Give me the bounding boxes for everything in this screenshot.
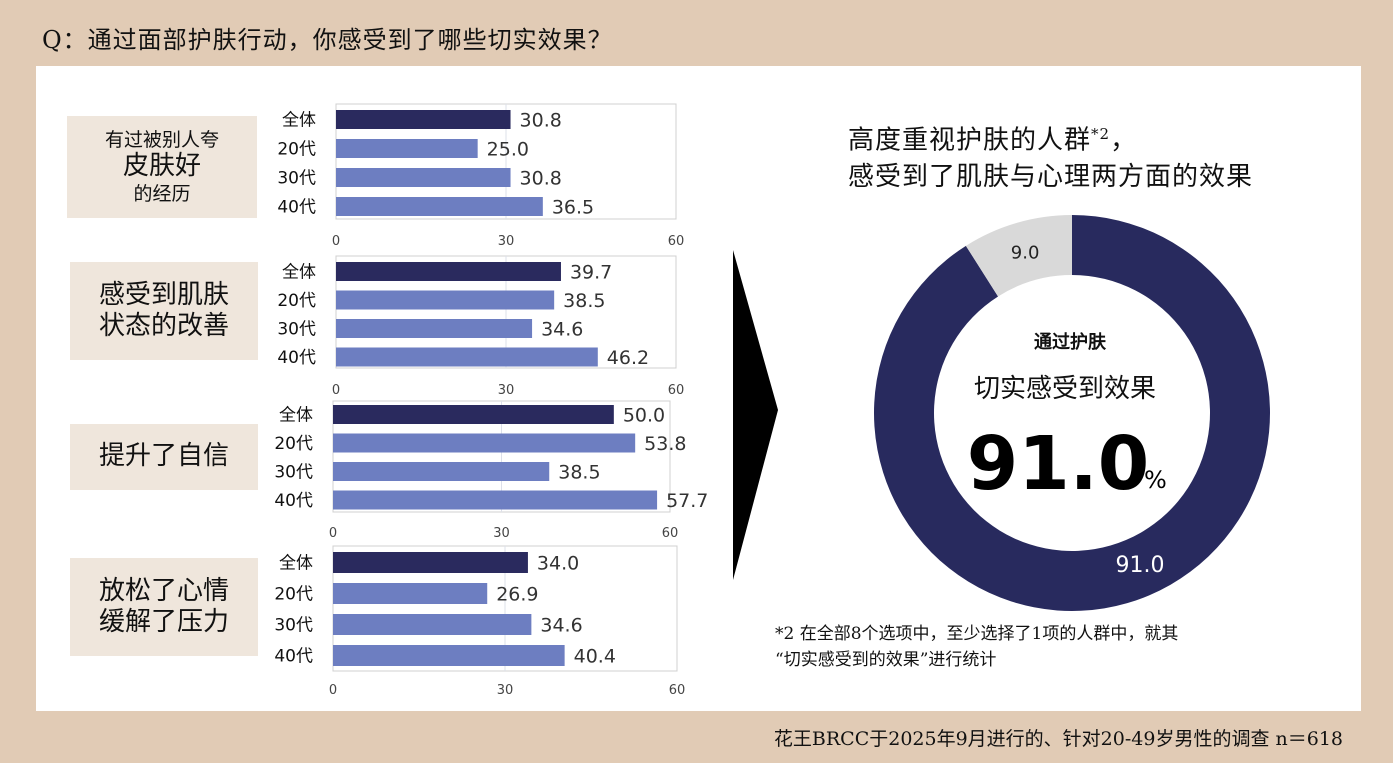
footnote-line2: “切实感受到的效果”进行统计 [775,650,997,670]
category-label: 20代 [274,434,313,454]
category-label-box: 放松了心情 缓解了压力 [70,558,258,656]
bar [336,139,478,158]
bar [336,290,555,310]
question-title: Q：通过面部护肤行动，你感受到了哪些切实效果？ [42,26,613,54]
category-label: 30代 [274,463,313,483]
category-label: 40代 [274,491,313,511]
category-label: 30代 [277,169,316,189]
data-label: 25.0 [487,139,529,161]
category-label: 全体 [282,263,316,283]
x-tick-label: 0 [329,683,337,698]
bar [333,462,550,481]
donut-slice-label: 9.0 [1011,243,1040,264]
data-label: 46.2 [607,347,649,369]
data-label: 30.8 [520,168,562,190]
donut-center-line1: 通过护肤 [1034,331,1107,353]
donut-center-line2: 切实感受到效果 [974,374,1156,404]
data-label: 36.5 [552,197,594,219]
category-label: 全体 [279,406,313,426]
footnote-ref: *2 [1091,125,1111,143]
data-label: 38.5 [563,290,605,312]
donut-center-unit: % [1144,466,1167,494]
category-label: 30代 [274,616,313,636]
x-tick-label: 60 [668,383,685,398]
bar [336,319,533,338]
data-label: 40.4 [574,646,616,668]
x-tick-label: 30 [498,234,515,249]
x-tick-label: 60 [662,526,679,541]
category-label-text: 缓解了压力 [98,607,229,637]
donut-heading-line2: 感受到了肌肤与心理两方面的效果 [848,161,1254,192]
category-label-box: 提升了自信 [70,424,258,490]
data-label: 57.7 [666,490,708,512]
data-label: 30.8 [520,110,562,132]
data-label: 34.6 [540,615,582,637]
donut-slice [873,215,1270,611]
donut-heading-punct: ， [1110,125,1138,156]
category-label: 30代 [277,320,316,340]
category-label: 40代 [277,348,316,368]
data-label: 26.9 [496,584,538,606]
category-label-text: 皮肤好 [122,151,201,182]
x-tick-label: 0 [332,234,340,249]
bar [333,645,565,666]
x-tick-label: 60 [669,683,686,698]
bar [333,552,528,573]
bar [336,110,511,129]
bar [336,197,543,216]
donut-heading: 高度重视护肤的人群*2， 感受到了肌肤与心理两方面的效果 [848,116,1253,195]
donut-heading-line1: 高度重视护肤的人群 [848,125,1092,156]
x-tick-label: 30 [493,526,510,541]
data-label: 50.0 [623,405,665,427]
survey-source: 花王BRCC于2025年9月进行的、针对20-49岁男性的调查 n＝618 [773,728,1343,750]
bar [336,347,598,367]
data-label: 38.5 [558,462,600,484]
data-label: 34.6 [541,319,583,341]
category-label: 20代 [277,291,316,311]
bar [333,490,658,510]
category-label: 全体 [279,554,313,574]
category-label: 40代 [274,647,313,667]
category-label-text: 提升了自信 [98,441,229,472]
category-label-text: 有过被别人夸 [104,128,219,151]
bar [333,433,636,453]
bar [336,262,561,281]
bar [333,405,614,424]
x-tick-label: 30 [497,683,514,698]
category-label-text: 感受到肌肤 [98,279,229,310]
x-tick-label: 0 [329,526,337,541]
data-label: 39.7 [570,262,612,284]
category-label-box: 有过被别人夸 皮肤好 的经历 [67,116,257,218]
footnote: *2 在全部8个选项中，至少选择了1项的人群中，就其 “切实感受到的效果”进行统… [775,621,1178,673]
x-tick-label: 60 [668,234,685,249]
bar [333,614,532,635]
category-label-text: 放松了心情 [98,575,229,606]
donut-slice-label: 91.0 [1116,553,1165,578]
data-label: 53.8 [644,433,686,455]
category-label-text: 状态的改善 [98,311,229,341]
category-label: 全体 [282,111,316,131]
arrow-chevron-icon [733,250,778,580]
category-label-text: 的经历 [133,182,191,205]
footnote-line1: *2 在全部8个选项中，至少选择了1项的人群中，就其 [775,624,1179,644]
donut-center-value: 91.0 [967,421,1150,507]
x-tick-label: 30 [498,383,515,398]
donut-slice [965,215,1072,297]
category-label: 20代 [277,140,316,160]
x-tick-label: 0 [332,383,340,398]
data-label: 34.0 [537,553,579,575]
category-label: 40代 [277,198,316,218]
bar [336,168,511,187]
category-label: 20代 [274,585,313,605]
category-label-box: 感受到肌肤 状态的改善 [70,262,258,360]
bar [333,583,488,604]
